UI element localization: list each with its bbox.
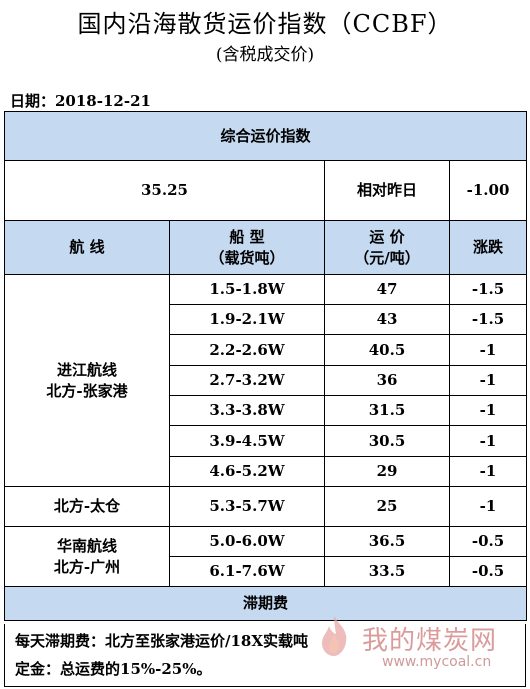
change-cell: -1	[448, 486, 528, 527]
column-header-row: 航 线 船 型（载货吨） 运 价（元/吨） 涨跌	[4, 220, 528, 275]
compare-label: 相对昨日	[324, 160, 450, 221]
table-row: 1.9-2.1W 43 -1.5	[5, 304, 528, 335]
change-cell: -1	[448, 425, 528, 457]
ship-type-cell: 3.9-4.5W	[169, 425, 325, 457]
table-row: 北方-太仓 5.3-5.7W 25 -1	[4, 486, 528, 527]
demurrage-fee-note: 每天滞期费：北方至张家港运价/18X实载吨	[15, 632, 308, 650]
price-cell: 30.5	[324, 425, 450, 457]
change-cell: -0.5	[448, 526, 528, 557]
ship-type-cell: 3.3-3.8W	[169, 395, 325, 426]
change-cell: -1.5	[448, 304, 528, 335]
change-cell: -1.5	[448, 274, 528, 305]
price-cell: 36.5	[324, 526, 450, 557]
composite-index-value: 35.25	[4, 160, 325, 221]
page-title: 国内沿海散货运价指数（CCBF）	[77, 10, 453, 38]
ship-type-cell: 2.2-2.6W	[169, 334, 325, 366]
demurrage-heading: 滞期费	[3, 586, 528, 621]
page-subtitle: (含税成交价)	[215, 45, 315, 65]
table-row: 华南航线 北方-广州 5.0-6.0W 36.5 -0.5	[4, 526, 528, 587]
freight-index-table: 综合运价指数 35.25 相对昨日 -1.00 航 线 船 型（载货吨） 运 价…	[3, 111, 528, 621]
table-row: 3.9-4.5W 30.5 -1	[5, 425, 528, 457]
change-cell: -1	[448, 456, 528, 487]
table-row: 6.1-7.6W 33.5 -0.5	[5, 556, 528, 587]
column-header-route: 航 线	[4, 220, 170, 275]
ship-type-cell: 5.3-5.7W	[169, 486, 325, 527]
change-cell: -0.5	[448, 556, 528, 587]
column-header-freight: 运 价（元/吨）	[324, 220, 450, 275]
table-row: 进江航线 北方-张家港 1.5-1.8W 47 -1.5	[4, 274, 528, 487]
ship-type-cell: 1.9-2.1W	[169, 304, 325, 335]
ship-type-cell: 6.1-7.6W	[169, 556, 325, 587]
ship-type-cell: 5.0-6.0W	[169, 526, 325, 557]
column-header-ship-type: 船 型（载货吨）	[169, 220, 325, 275]
price-cell: 40.5	[324, 334, 450, 366]
price-cell: 31.5	[324, 395, 450, 426]
column-header-change: 涨跌	[448, 220, 528, 275]
change-cell: -1	[448, 395, 528, 426]
table-row: 4.6-5.2W 29 -1	[5, 456, 528, 487]
price-cell: 29	[324, 456, 450, 487]
change-cell: -1	[448, 365, 528, 396]
price-cell: 25	[324, 486, 450, 527]
ship-type-cell: 4.6-5.2W	[169, 456, 325, 487]
ship-type-cell: 2.7-3.2W	[169, 365, 325, 396]
ship-type-cell: 1.5-1.8W	[169, 274, 325, 305]
price-cell: 33.5	[324, 556, 450, 587]
price-cell: 47	[324, 274, 450, 305]
deposit-note: 定金：总运费的15%-25%。	[15, 660, 212, 678]
price-cell: 43	[324, 304, 450, 335]
table-row: 3.3-3.8W 31.5 -1	[5, 395, 528, 426]
table-row: 2.2-2.6W 40.5 -1	[5, 334, 528, 366]
composite-index-heading: 综合运价指数	[3, 111, 528, 161]
route-cell-huanan: 华南航线 北方-广州	[4, 526, 170, 587]
composite-index-change: -1.00	[448, 160, 528, 221]
price-cell: 36	[324, 365, 450, 396]
demurrage-notes: 每天滞期费：北方至张家港运价/18X实载吨 定金：总运费的15%-25%。	[4, 624, 526, 687]
route-cell-taicang: 北方-太仓	[4, 486, 170, 527]
change-cell: -1	[448, 334, 528, 366]
route-cell-jinjiang: 进江航线 北方-张家港	[4, 274, 170, 487]
report-date: 日期：2018-12-21	[10, 92, 151, 110]
table-row: 2.7-3.2W 36 -1	[5, 365, 528, 396]
